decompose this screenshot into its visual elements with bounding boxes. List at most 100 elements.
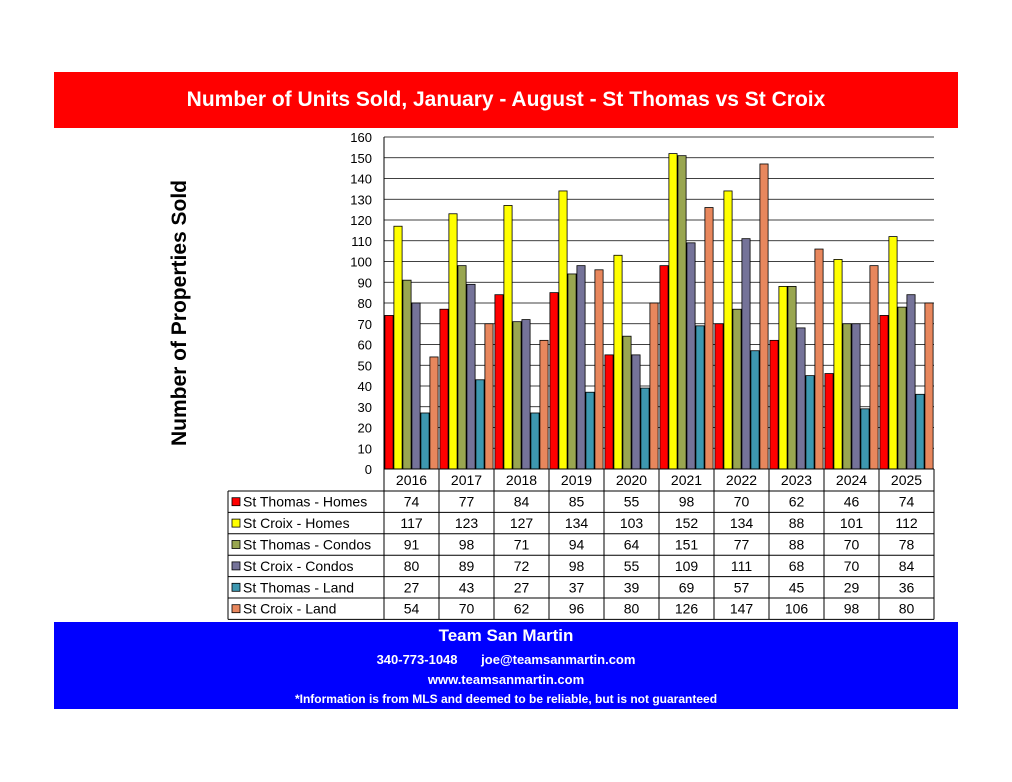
x-tick-label: 2020	[616, 472, 647, 488]
data-label: 134	[565, 515, 589, 531]
data-label: 74	[899, 494, 915, 510]
legend-swatch	[231, 604, 241, 614]
bar	[677, 155, 687, 470]
data-label: 101	[840, 515, 864, 531]
x-tick-label: 2017	[451, 472, 482, 488]
data-label: 36	[899, 579, 915, 595]
team-name: Team San Martin	[438, 626, 574, 645]
bar	[530, 412, 540, 470]
bar	[888, 236, 898, 470]
x-tick-label: 2016	[396, 472, 427, 488]
bar	[439, 308, 449, 470]
bar	[668, 153, 678, 470]
bar	[448, 213, 458, 470]
data-label: 151	[675, 537, 699, 553]
bar	[484, 323, 494, 470]
legend-label: St Croix - Land	[243, 601, 336, 617]
website-link[interactable]: www.teamsanmartin.com	[427, 672, 585, 687]
bar	[549, 292, 559, 470]
data-label: 84	[514, 494, 530, 510]
bar	[851, 323, 861, 470]
data-label: 64	[624, 537, 640, 553]
data-label: 103	[620, 515, 644, 531]
data-label: 98	[679, 494, 695, 510]
bar	[750, 350, 760, 470]
data-label: 94	[569, 537, 585, 553]
bar	[732, 308, 742, 470]
data-label: 109	[675, 558, 699, 574]
data-label: 62	[514, 601, 530, 617]
data-label: 117	[400, 515, 423, 531]
legend-label: St Croix - Condos	[243, 558, 353, 574]
bar	[805, 375, 815, 470]
bar	[594, 269, 604, 470]
data-label: 70	[844, 537, 860, 553]
data-label: 126	[675, 601, 699, 617]
data-label: 152	[675, 515, 699, 531]
bar	[475, 379, 485, 470]
bar	[860, 408, 870, 470]
bar	[539, 339, 549, 470]
data-label: 69	[679, 579, 695, 595]
y-tick-label: 100	[350, 255, 372, 270]
bar	[576, 265, 586, 470]
bar	[384, 315, 394, 470]
data-label: 70	[459, 601, 475, 617]
data-label: 127	[510, 515, 534, 531]
y-tick-label: 120	[350, 213, 372, 228]
x-tick-label: 2025	[891, 472, 922, 488]
bar	[796, 327, 806, 470]
bar	[521, 319, 531, 470]
bar	[622, 335, 632, 470]
y-tick-label: 140	[350, 172, 372, 187]
y-tick-label: 90	[358, 275, 372, 290]
data-label: 98	[844, 601, 860, 617]
email-link[interactable]: joe@teamsanmartin.com	[481, 652, 636, 667]
bar	[659, 265, 669, 470]
data-label: 77	[734, 537, 750, 553]
disclaimer: *Information is from MLS and deemed to b…	[294, 692, 718, 706]
data-label: 80	[899, 601, 915, 617]
legend-swatch	[231, 497, 241, 507]
y-tick-label: 160	[350, 130, 372, 145]
data-label: 29	[844, 579, 860, 595]
chart-title: Number of Units Sold, January - August -…	[54, 72, 958, 128]
x-tick-label: 2021	[671, 472, 702, 488]
legend-label: St Croix - Homes	[243, 515, 350, 531]
data-label: 72	[514, 558, 530, 574]
y-tick-label: 110	[351, 234, 372, 249]
bar	[411, 302, 421, 470]
data-label: 71	[514, 537, 530, 553]
data-label: 46	[844, 494, 860, 510]
bar	[613, 254, 623, 470]
x-tick-label: 2018	[506, 472, 537, 488]
data-label: 88	[789, 515, 805, 531]
data-label: 85	[569, 494, 585, 510]
data-label: 78	[899, 537, 915, 553]
data-label: 112	[895, 515, 918, 531]
bar	[695, 325, 705, 470]
bar	[897, 306, 907, 470]
data-label: 68	[789, 558, 805, 574]
bar	[466, 283, 476, 470]
x-tick-label: 2022	[726, 472, 757, 488]
x-tick-label: 2023	[781, 472, 812, 488]
contact-line: 340-773-1048 joe@teamsanmartin.com	[54, 652, 958, 667]
data-label: 84	[899, 558, 915, 574]
data-label: 55	[624, 494, 640, 510]
data-label: 77	[459, 494, 475, 510]
y-tick-label: 20	[358, 421, 372, 436]
data-label: 111	[731, 558, 752, 574]
bar	[649, 302, 659, 470]
legend-swatch	[231, 561, 241, 571]
y-tick-label: 50	[358, 358, 372, 373]
data-label: 45	[789, 579, 805, 595]
bar	[420, 412, 430, 470]
bar	[429, 356, 439, 470]
data-label: 96	[569, 601, 585, 617]
y-tick-label: 60	[358, 338, 372, 353]
bar	[759, 163, 769, 470]
y-tick-label: 80	[358, 296, 372, 311]
bar	[604, 354, 614, 470]
